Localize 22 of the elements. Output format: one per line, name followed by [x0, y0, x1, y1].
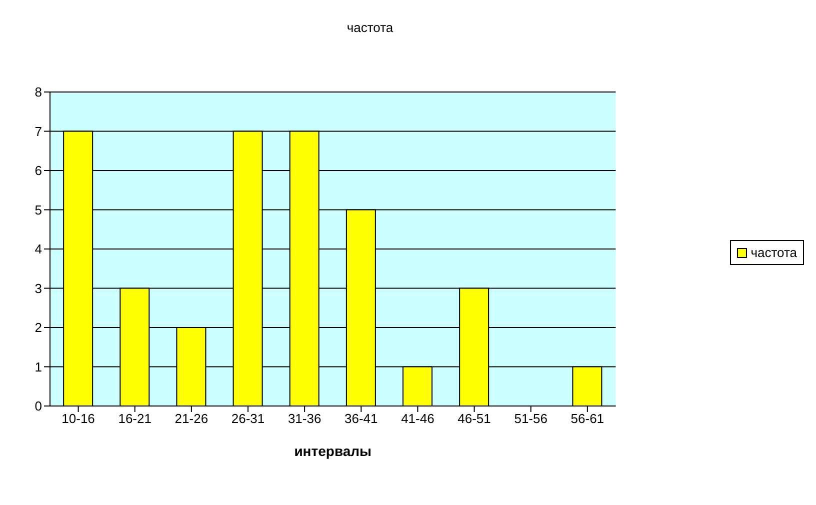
x-tick-label: 31-36 [288, 411, 322, 426]
y-tick-label: 1 [34, 359, 42, 374]
x-tick-label: 56-61 [570, 411, 604, 426]
x-tick-label: 21-26 [174, 411, 208, 426]
y-tick-label: 7 [34, 124, 42, 139]
y-tick-label: 4 [34, 242, 42, 257]
legend-label: частота [750, 245, 797, 260]
x-tick-label: 10-16 [62, 411, 95, 426]
x-tick-label: 16-21 [118, 411, 152, 426]
x-tick-label: 51-56 [514, 411, 548, 426]
x-axis-title: интервалы [294, 442, 372, 459]
x-tick-label: 41-46 [401, 411, 434, 426]
y-tick-label: 0 [34, 398, 42, 414]
y-tick-label: 8 [34, 84, 42, 100]
x-tick-label: 36-41 [344, 411, 378, 426]
y-tick-label: 2 [34, 320, 42, 336]
x-tick-label: 26-31 [231, 411, 265, 426]
y-tick-label: 6 [34, 163, 42, 178]
y-tick-label: 5 [34, 202, 42, 218]
y-tick-label: 3 [34, 280, 42, 296]
chart-title: частота [346, 20, 394, 35]
x-tick-label: 46-51 [458, 411, 491, 426]
